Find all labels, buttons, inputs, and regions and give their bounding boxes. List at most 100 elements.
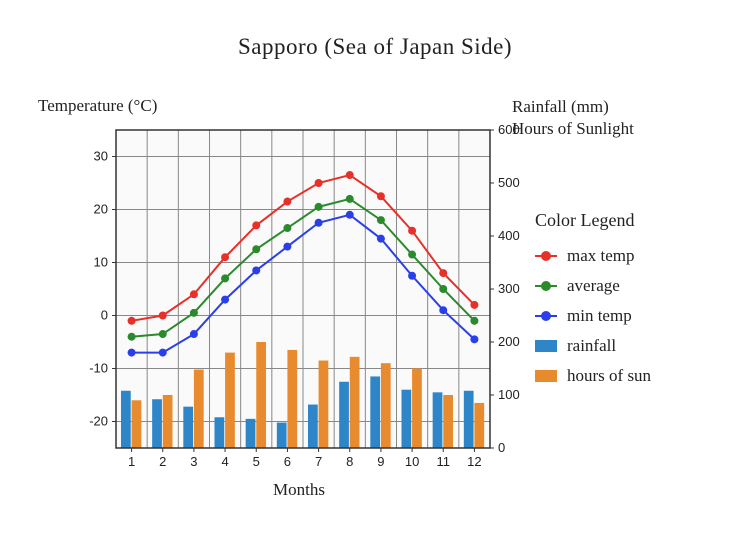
x-tick-label: 3 xyxy=(190,454,197,469)
average-marker xyxy=(315,203,323,211)
chart-title: Sapporo (Sea of Japan Side) xyxy=(0,34,750,60)
y-axis-left-label: Temperature (°C) xyxy=(38,96,157,116)
hours_of_sun-bar xyxy=(163,395,173,448)
legend-label: min temp xyxy=(567,306,632,326)
average-marker xyxy=(128,333,136,341)
rainfall-bar xyxy=(183,407,193,448)
rainfall-bar xyxy=(308,405,318,448)
rainfall-bar xyxy=(339,382,349,448)
rainfall-bar xyxy=(121,391,131,448)
rainfall-bar xyxy=(152,399,162,448)
average-swatch xyxy=(535,281,557,291)
average-marker xyxy=(221,274,229,282)
hours_of_sun-bar xyxy=(256,342,266,448)
y-axis-right-label: Rainfall (mm) Hours of Sunlight xyxy=(512,96,634,140)
rainfall-bar xyxy=(214,417,224,448)
average-marker xyxy=(439,285,447,293)
average-marker xyxy=(159,330,167,338)
min_temp-marker xyxy=(408,272,416,280)
average-marker xyxy=(252,245,260,253)
x-tick-label: 1 xyxy=(128,454,135,469)
max_temp-marker xyxy=(221,253,229,261)
legend-label: hours of sun xyxy=(567,366,651,386)
right-tick-label: 200 xyxy=(498,334,520,349)
left-tick-label: 20 xyxy=(94,202,108,217)
min_temp-marker xyxy=(346,211,354,219)
left-tick-label: -10 xyxy=(89,361,108,376)
x-tick-label: 10 xyxy=(405,454,419,469)
average-marker xyxy=(377,216,385,224)
max_temp-marker xyxy=(159,312,167,320)
hours_of_sun-bar xyxy=(474,403,484,448)
max_temp-swatch xyxy=(535,251,557,261)
chart-root: { "title": "Sapporo (Sea of Japan Side)"… xyxy=(0,0,750,536)
legend-label: rainfall xyxy=(567,336,616,356)
min_temp-marker xyxy=(470,335,478,343)
max_temp-marker xyxy=(408,227,416,235)
min_temp-marker xyxy=(439,306,447,314)
rainfall-bar xyxy=(370,376,380,448)
legend-item-rainfall: rainfall xyxy=(535,335,651,357)
average-marker xyxy=(408,251,416,259)
x-tick-label: 8 xyxy=(346,454,353,469)
min_temp-marker xyxy=(377,235,385,243)
right-tick-label: 0 xyxy=(498,440,505,455)
left-tick-label: 0 xyxy=(101,308,108,323)
x-tick-label: 12 xyxy=(467,454,481,469)
rainfall-bar xyxy=(433,392,443,448)
average-marker xyxy=(346,195,354,203)
plot-area: -20-100102030010020030040050060012345678… xyxy=(78,124,528,478)
rainfall-bar xyxy=(401,390,411,448)
min_temp-swatch xyxy=(535,311,557,321)
hours_of_sun-bar xyxy=(381,363,391,448)
legend-item-min_temp: min temp xyxy=(535,305,651,327)
left-tick-label: 30 xyxy=(94,149,108,164)
left-tick-label: 10 xyxy=(94,255,108,270)
hours_of_sun-bar xyxy=(443,395,453,448)
max_temp-marker xyxy=(252,221,260,229)
average-marker xyxy=(470,317,478,325)
x-tick-label: 9 xyxy=(377,454,384,469)
right-tick-label: 100 xyxy=(498,387,520,402)
rainfall-bar xyxy=(464,391,474,448)
max_temp-marker xyxy=(283,198,291,206)
average-marker xyxy=(190,309,198,317)
min_temp-marker xyxy=(283,243,291,251)
max_temp-marker xyxy=(346,171,354,179)
rainfall-swatch xyxy=(535,340,557,352)
max_temp-marker xyxy=(377,192,385,200)
hours_of_sun-bar xyxy=(132,400,142,448)
legend-item-max_temp: max temp xyxy=(535,245,651,267)
legend-label: average xyxy=(567,276,620,296)
min_temp-marker xyxy=(159,349,167,357)
rainfall-bar xyxy=(246,419,256,448)
hours_of_sun-bar xyxy=(412,369,422,449)
y-axis-right-label-1: Rainfall (mm) xyxy=(512,97,609,116)
min_temp-marker xyxy=(190,330,198,338)
x-tick-label: 4 xyxy=(221,454,228,469)
hours_of_sun-bar xyxy=(225,353,235,448)
x-axis-label: Months xyxy=(273,480,325,500)
right-tick-label: 500 xyxy=(498,175,520,190)
x-tick-label: 6 xyxy=(284,454,291,469)
hours_of_sun-bar xyxy=(287,350,297,448)
max_temp-marker xyxy=(315,179,323,187)
hours_of_sun-bar xyxy=(194,370,204,448)
min_temp-marker xyxy=(128,349,136,357)
x-tick-label: 5 xyxy=(253,454,260,469)
x-tick-label: 2 xyxy=(159,454,166,469)
hours_of_sun-bar xyxy=(350,357,360,448)
average-marker xyxy=(283,224,291,232)
legend: Color Legend max temp average min temp rain… xyxy=(535,210,651,395)
left-tick-label: -20 xyxy=(89,414,108,429)
legend-title: Color Legend xyxy=(535,210,651,231)
x-tick-label: 11 xyxy=(437,454,451,469)
right-tick-label: 300 xyxy=(498,281,520,296)
legend-item-hours_of_sun: hours of sun xyxy=(535,365,651,387)
hours_of_sun-swatch xyxy=(535,370,557,382)
rainfall-bar xyxy=(277,423,287,448)
min_temp-marker xyxy=(315,219,323,227)
min_temp-marker xyxy=(221,296,229,304)
max_temp-marker xyxy=(470,301,478,309)
max_temp-marker xyxy=(439,269,447,277)
